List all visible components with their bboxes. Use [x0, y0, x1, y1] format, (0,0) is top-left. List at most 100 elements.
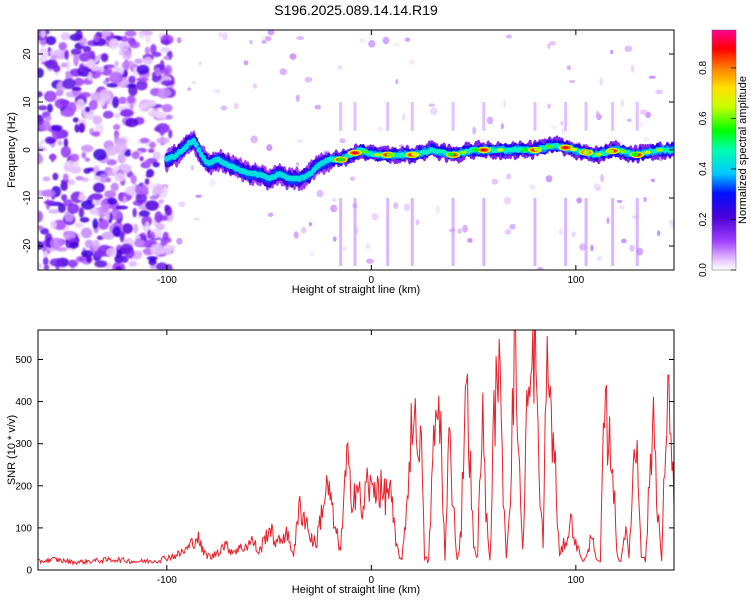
spectrogram-noise-cell: [279, 68, 287, 76]
spectrogram-streak: [386, 102, 390, 131]
spectrogram-noise-cell: [486, 116, 494, 125]
snr-x-ticks: -100 0 100: [157, 330, 585, 586]
spectrogram-noise-cell: [233, 102, 239, 110]
spectrogram-noise-cell: [54, 98, 68, 109]
spectrogram-noise-cell: [415, 219, 420, 226]
spectrogram-noise-cell: [267, 30, 275, 36]
spectrogram-noise-cell: [619, 205, 625, 210]
spectrogram-streak: [533, 102, 537, 131]
y-tick-label: 0: [26, 566, 32, 577]
spectrogram-noise-cell: [120, 35, 129, 43]
snr-y-ticks: 0 100 200 300 400 500: [15, 355, 674, 577]
spectrogram-noise-cell: [213, 88, 221, 94]
spectrogram-noise-cell: [435, 205, 441, 214]
spectrogram-noise-cell: [218, 32, 224, 38]
spectrogram-streak: [410, 198, 414, 266]
spectrogram-noise-cell: [79, 36, 88, 47]
spectrogram-noise-cell: [550, 125, 558, 129]
spectrogram-noise-cell: [395, 78, 399, 85]
spectrogram-noise-cell: [38, 262, 42, 269]
spectrogram-noise-cell: [359, 38, 366, 44]
spectrogram-noise-cell: [606, 217, 610, 224]
spectrogram-noise-cell: [134, 238, 145, 247]
spectrogram-noise-cell: [95, 123, 104, 135]
spectrogram-ridge-cell: [582, 150, 590, 155]
spectrogram-noise-cell: [109, 71, 123, 84]
spectrogram-noise-cell: [99, 66, 105, 73]
spectrogram-noise-cell: [314, 104, 321, 110]
spectrogram-noise-cell: [368, 40, 376, 48]
spectrogram-ridge-cell: [631, 152, 639, 157]
spectrogram-noise-cell: [57, 203, 66, 213]
spectrogram-noise-cell: [250, 135, 258, 144]
spectrogram-noise-cell: [93, 34, 100, 43]
spectrogram-noise-cell: [121, 60, 131, 70]
spectrogram-noise-cell: [131, 151, 140, 160]
spectrogram-noise-cell: [339, 138, 346, 144]
spectrogram-noise-cell: [58, 42, 67, 51]
spectrogram-noise-cell: [94, 260, 108, 268]
spectrogram-ridge-cell: [570, 147, 578, 152]
spectrogram-noise-cell: [401, 113, 406, 121]
colorbar-gradient: [712, 30, 736, 270]
spectrogram-streak: [584, 198, 588, 266]
spectrogram-noise-cell: [152, 151, 162, 161]
spectrogram-ridge-cell: [533, 147, 541, 152]
spectrogram-noise-cell: [98, 218, 109, 230]
spectrogram-noise-cell: [150, 43, 157, 55]
spectrogram-noise-cell: [639, 122, 644, 127]
spectrogram-noise-cell: [38, 114, 44, 126]
spectrogram-noise-cell: [79, 91, 91, 98]
spectrogram-noise-cell: [548, 41, 556, 46]
spectrogram-noise-cell: [132, 250, 143, 260]
spectrogram-noise-cell: [160, 69, 168, 75]
spectrogram-noise-cell: [128, 260, 138, 267]
spectrogram-noise-cell: [136, 77, 149, 82]
spectrogram-noise-cell: [118, 192, 124, 202]
spectrogram-noise-cell: [38, 225, 44, 231]
spectrogram-ridge-cell: [386, 153, 394, 157]
spectrogram-noise-cell: [161, 104, 173, 113]
spectrogram-noise-cell: [187, 87, 192, 91]
spectrogram-noise-cell: [79, 216, 90, 223]
spectrogram-noise-cell: [112, 226, 122, 237]
spectrogram-noise-cell: [40, 139, 45, 145]
spectrogram-noise-cell: [69, 153, 80, 162]
spectrogram-noise-cell: [267, 212, 274, 218]
spectrogram-ridge-cell: [545, 144, 553, 149]
spectrogram-noise-cell: [366, 258, 374, 264]
y-tick-label: 20: [22, 48, 33, 60]
spectrogram-noise-cell: [105, 77, 111, 83]
spectrogram-streak: [410, 102, 414, 131]
spectrogram-ridge-cell: [472, 148, 480, 152]
spectrogram-noise-cell: [566, 65, 572, 71]
spectrogram-noise-cell: [117, 153, 127, 164]
spectrogram-noise-cell: [503, 99, 507, 108]
spectrogram-noise-cell: [47, 138, 57, 143]
spectrogram-noise-cell: [545, 175, 553, 183]
spectrogram-noise-cell: [114, 112, 121, 119]
spectrogram-noise-cell: [83, 168, 91, 174]
spectrogram-noise-cell: [79, 63, 85, 73]
spectrogram-noise-cell: [643, 136, 650, 142]
y-tick-label: -10: [22, 190, 33, 205]
spectrogram-noise-cell: [118, 49, 124, 56]
y-tick-label: 100: [15, 523, 32, 534]
spectrogram-noise-cell: [599, 77, 604, 86]
spectrogram-noise-cell: [112, 96, 119, 109]
spectrogram-noise-cell: [630, 64, 635, 73]
spectrogram-noise-cell: [42, 250, 49, 258]
spectrogram-noise-cell: [193, 217, 201, 221]
spectrogram-noise-cell: [462, 224, 468, 233]
spectrogram-noise-cell: [65, 159, 80, 168]
spectrogram-noise-cell: [145, 200, 159, 211]
spectrogram-noise-cell: [70, 48, 82, 55]
spectrogram-noise-cell: [332, 197, 337, 202]
spectrogram-noise-cell: [106, 177, 112, 183]
spectrogram-noise-cell: [106, 83, 118, 88]
spectrogram-noise-cell: [106, 159, 117, 166]
spectrogram-noise-cell: [610, 49, 614, 55]
spectrogram-noise-cell: [176, 37, 182, 44]
spectrogram-noise-cell: [159, 59, 165, 72]
spectrogram-noise-cell: [144, 100, 157, 108]
